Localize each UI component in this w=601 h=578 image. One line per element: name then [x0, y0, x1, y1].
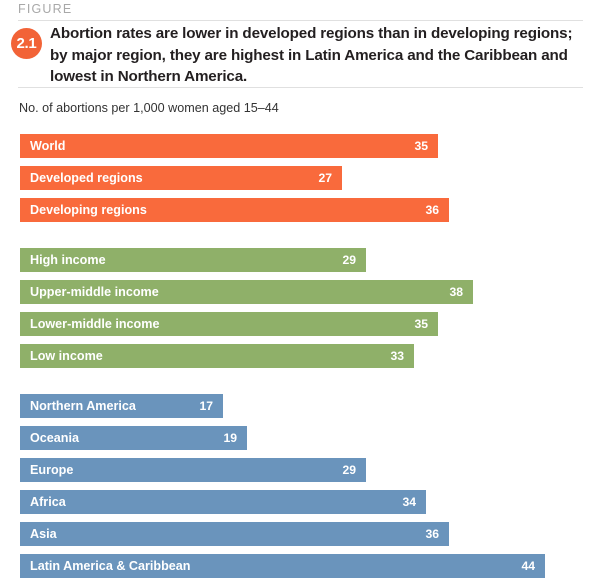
bar-value-label: 29: [342, 463, 356, 477]
figure-number-badge: 2.1: [11, 28, 42, 59]
header-rule-top: [18, 20, 583, 21]
bar-value-label: 33: [390, 349, 404, 363]
bar-row: Upper-middle income 38: [20, 280, 473, 304]
bar: Asia 36: [20, 522, 449, 546]
bar-value-label: 27: [318, 171, 332, 185]
bar: Lower-middle income 35: [20, 312, 438, 336]
bar: Europe 29: [20, 458, 366, 482]
bar-row: Africa 34: [20, 490, 426, 514]
bar-row: Latin America & Caribbean 44: [20, 554, 545, 578]
bar-row: Developing regions 36: [20, 198, 449, 222]
bar-value-label: 35: [414, 139, 428, 153]
bar-value-label: 38: [449, 285, 463, 299]
bar-row: Northern America 17: [20, 394, 223, 418]
bar-category-label: High income: [30, 253, 106, 267]
bar: Upper-middle income 38: [20, 280, 473, 304]
bar-row: Oceania 19: [20, 426, 247, 450]
bar-row: Lower-middle income 35: [20, 312, 438, 336]
bar-row: Low income 33: [20, 344, 414, 368]
bar-category-label: Developing regions: [30, 203, 147, 217]
bar-value-label: 36: [425, 203, 439, 217]
figure-title: Abortion rates are lower in developed re…: [50, 25, 573, 86]
bar: Low income 33: [20, 344, 414, 368]
bar-category-label: Africa: [30, 495, 66, 509]
bar-value-label: 35: [414, 317, 428, 331]
bar: Northern America 17: [20, 394, 223, 418]
bar-row: World 35: [20, 134, 438, 158]
bar-row: High income 29: [20, 248, 366, 272]
bar-category-label: Latin America & Caribbean: [30, 559, 191, 573]
bar-value-label: 36: [425, 527, 439, 541]
bar: Africa 34: [20, 490, 426, 514]
bar-value-label: 29: [342, 253, 356, 267]
bar-category-label: Lower-middle income: [30, 317, 160, 331]
header-rule-bottom: [18, 87, 583, 88]
bar-row: Europe 29: [20, 458, 366, 482]
bar: Developing regions 36: [20, 198, 449, 222]
bar-row: Developed regions 27: [20, 166, 342, 190]
bar-category-label: Asia: [30, 527, 57, 541]
bar-category-label: Upper-middle income: [30, 285, 159, 299]
bar-category-label: Europe: [30, 463, 74, 477]
bar-category-label: World: [30, 139, 66, 153]
bar-category-label: Northern America: [30, 399, 136, 413]
bar-value-label: 17: [199, 399, 213, 413]
bar-category-label: Developed regions: [30, 171, 143, 185]
chart-subtitle: No. of abortions per 1,000 women aged 15…: [19, 101, 279, 115]
bar-value-label: 34: [402, 495, 416, 509]
bar: Oceania 19: [20, 426, 247, 450]
figure-kicker: FIGURE: [18, 2, 73, 16]
bar-category-label: Low income: [30, 349, 103, 363]
bar: High income 29: [20, 248, 366, 272]
bar: Developed regions 27: [20, 166, 342, 190]
bar-value-label: 44: [521, 559, 535, 573]
bar: World 35: [20, 134, 438, 158]
bar-row: Asia 36: [20, 522, 449, 546]
bar: Latin America & Caribbean 44: [20, 554, 545, 578]
bar-category-label: Oceania: [30, 431, 80, 445]
bar-value-label: 19: [223, 431, 237, 445]
